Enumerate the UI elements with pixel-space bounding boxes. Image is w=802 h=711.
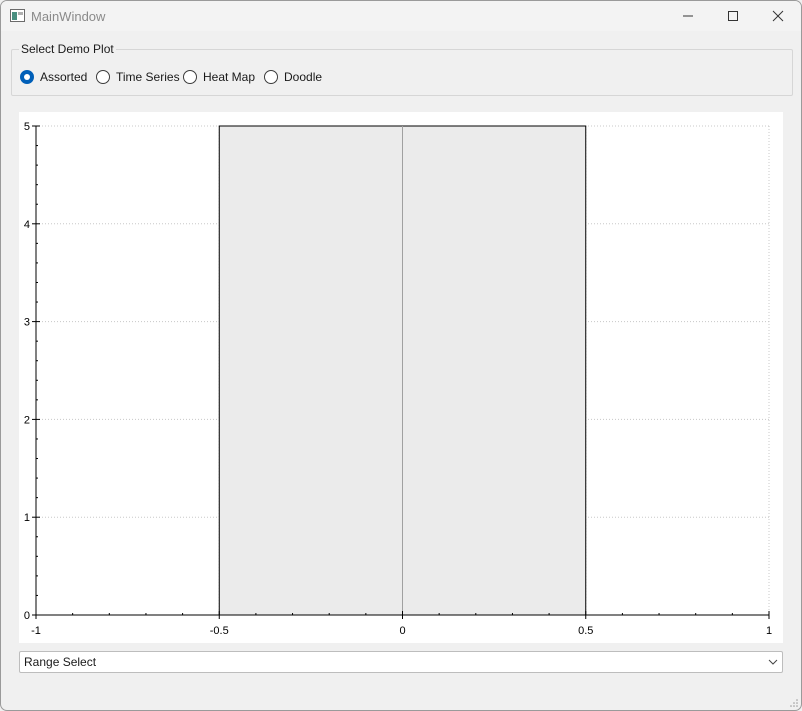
chevron-down-icon <box>768 659 778 665</box>
radio-indicator <box>264 70 278 84</box>
radio-doodle[interactable]: Doodle <box>264 69 322 85</box>
radio-time-series[interactable]: Time Series <box>96 69 180 85</box>
radio-label: Assorted <box>40 70 88 84</box>
y-tick-label: 2 <box>24 414 30 426</box>
x-tick-label: -1 <box>31 625 41 637</box>
radio-label: Doodle <box>284 70 323 84</box>
x-tick-label: 0.5 <box>578 625 593 637</box>
demo-select-title: Select Demo Plot <box>19 42 116 56</box>
title-bar[interactable]: MainWindow <box>1 1 801 31</box>
x-tick-label: 1 <box>766 625 772 637</box>
radio-assorted[interactable]: Assorted <box>20 69 87 85</box>
y-tick-label: 0 <box>24 610 30 622</box>
maximize-icon <box>728 11 738 21</box>
minimize-icon <box>683 15 693 17</box>
radio-label: Heat Map <box>203 70 256 84</box>
maximize-button[interactable] <box>710 1 756 31</box>
range-select-value: Range Select <box>24 655 97 669</box>
close-icon <box>772 10 784 22</box>
radio-indicator <box>183 70 197 84</box>
y-tick-label: 5 <box>24 121 30 133</box>
y-tick-label: 3 <box>24 317 30 329</box>
minimize-button[interactable] <box>665 1 711 31</box>
plot-area[interactable]: 0 1 2 3 4 5 -1 -0.5 0 0.5 1 <box>19 112 783 643</box>
radio-label: Time Series <box>116 70 180 84</box>
app-icon <box>10 9 25 22</box>
resize-grip-icon[interactable] <box>789 698 799 708</box>
x-tick-label: -0.5 <box>210 625 229 637</box>
y-tick-label: 4 <box>24 219 30 231</box>
radio-heat-map[interactable]: Heat Map <box>183 69 255 85</box>
y-tick-label: 1 <box>24 512 30 524</box>
radio-indicator <box>20 70 34 84</box>
radio-indicator <box>96 70 110 84</box>
demo-select-group <box>11 49 793 96</box>
x-tick-label: 0 <box>399 625 405 637</box>
chart-svg[interactable]: 0 1 2 3 4 5 -1 -0.5 0 0.5 1 <box>19 112 783 643</box>
close-button[interactable] <box>755 1 801 31</box>
range-select-combo[interactable]: Range Select <box>19 651 783 673</box>
window-title: MainWindow <box>31 9 106 24</box>
